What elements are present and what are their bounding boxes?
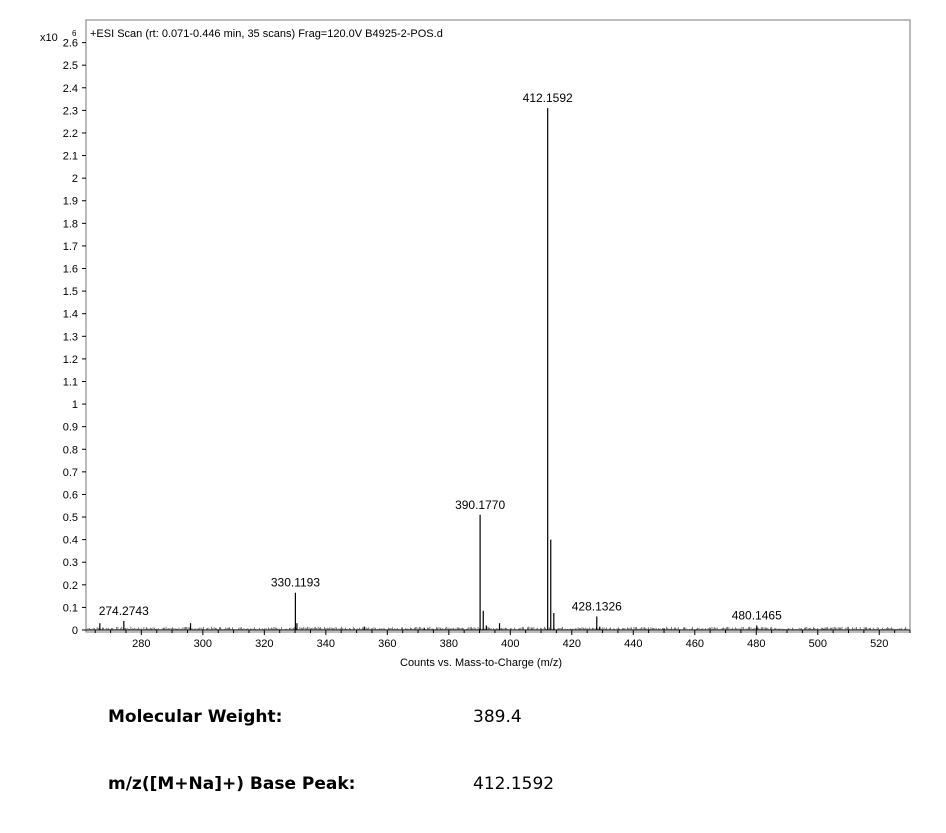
peak-label: 390.1770 bbox=[455, 498, 505, 512]
y-tick-label: 0.7 bbox=[63, 467, 78, 479]
mass-spectrum-chart: +ESI Scan (rt: 0.071-0.446 min, 35 scans… bbox=[40, 19, 911, 669]
base-peak-label: m/z([M+Na]+) Base Peak: bbox=[108, 774, 356, 794]
y-tick-label: 1 bbox=[72, 399, 78, 411]
x-tick-label: 420 bbox=[563, 638, 581, 650]
peak-label: 330.1193 bbox=[271, 576, 320, 590]
x-axis: 280 300 320 340 360 380 400 420 440 460 480 500 520 bbox=[94, 630, 911, 650]
x-tick-label: 380 bbox=[440, 638, 458, 650]
y-tick-label: 0.2 bbox=[63, 580, 78, 592]
chart-title: +ESI Scan (rt: 0.071-0.446 min, 35 scans… bbox=[90, 28, 443, 40]
x-tick-label: 460 bbox=[686, 638, 704, 650]
y-tick-label: 0.8 bbox=[63, 444, 78, 456]
y-tick-label: 2.4 bbox=[63, 83, 78, 95]
x-tick-label: 400 bbox=[501, 638, 519, 650]
y-exponent-power: 6 bbox=[72, 29, 77, 38]
y-tick-label: 2.5 bbox=[63, 60, 78, 72]
base-peak-value: 412.1592 bbox=[473, 774, 555, 794]
x-tick-label: 480 bbox=[747, 638, 765, 650]
molecular-weight-label: Molecular Weight: bbox=[108, 707, 283, 727]
y-tick-label: 1.2 bbox=[63, 354, 78, 366]
x-tick-label: 320 bbox=[255, 638, 273, 650]
x-tick-label: 300 bbox=[194, 638, 212, 650]
y-tick-label: 0.5 bbox=[63, 512, 78, 524]
y-tick-label: 0 bbox=[72, 625, 78, 637]
y-tick-label: 0.1 bbox=[63, 602, 78, 614]
x-tick-label: 280 bbox=[132, 638, 150, 650]
noise-path bbox=[87, 626, 908, 630]
y-tick-label: 1.3 bbox=[63, 331, 78, 343]
y-tick-label: 0.3 bbox=[63, 557, 78, 569]
peak-series bbox=[99, 108, 825, 630]
plot-frame bbox=[85, 19, 911, 633]
x-tick-label: 340 bbox=[317, 638, 335, 650]
y-axis: 0 0.1 0.2 0.3 0.4 0.5 0.6 0.7 0.8 0.9 1 1.1 1.2 1.3 1.… bbox=[63, 38, 86, 637]
baseline-noise bbox=[87, 626, 908, 630]
peak-label: 274.2743 bbox=[99, 604, 149, 618]
x-tick-label: 440 bbox=[624, 638, 642, 650]
y-tick-label: 2.1 bbox=[63, 151, 78, 163]
y-tick-label: 1.1 bbox=[63, 376, 78, 388]
x-tick-label: 500 bbox=[809, 638, 827, 650]
molecular-weight-value: 389.4 bbox=[473, 707, 522, 727]
y-tick-label: 1.6 bbox=[63, 264, 78, 276]
y-tick-label: 2 bbox=[72, 173, 78, 185]
y-tick-label: 1.5 bbox=[63, 286, 78, 298]
y-tick-label: 2.6 bbox=[63, 38, 78, 50]
x-tick-label: 360 bbox=[378, 638, 396, 650]
y-tick-label: 2.2 bbox=[63, 128, 78, 140]
peak-label: 412.1592 bbox=[523, 91, 573, 105]
peak-label: 480.1465 bbox=[732, 608, 782, 622]
peak-annotations: 274.2743 330.1193 390.1770 412.1592 428.1326… bbox=[99, 91, 782, 622]
y-exponent-label: x10 bbox=[40, 32, 58, 44]
y-tick-label: 0.6 bbox=[63, 489, 78, 501]
y-tick-label: 0.9 bbox=[63, 422, 78, 434]
y-tick-label: 2.3 bbox=[63, 105, 78, 117]
y-tick-label: 1.9 bbox=[63, 196, 78, 208]
y-tick-label: 1.7 bbox=[63, 241, 78, 253]
y-tick-label: 1.8 bbox=[63, 218, 78, 230]
x-tick-label: 520 bbox=[870, 638, 888, 650]
x-axis-label: Counts vs. Mass-to-Charge (m/z) bbox=[400, 657, 562, 669]
y-tick-label: 0.4 bbox=[63, 535, 78, 547]
peak-label: 428.1326 bbox=[572, 599, 622, 613]
y-tick-label: 1.4 bbox=[63, 309, 78, 321]
